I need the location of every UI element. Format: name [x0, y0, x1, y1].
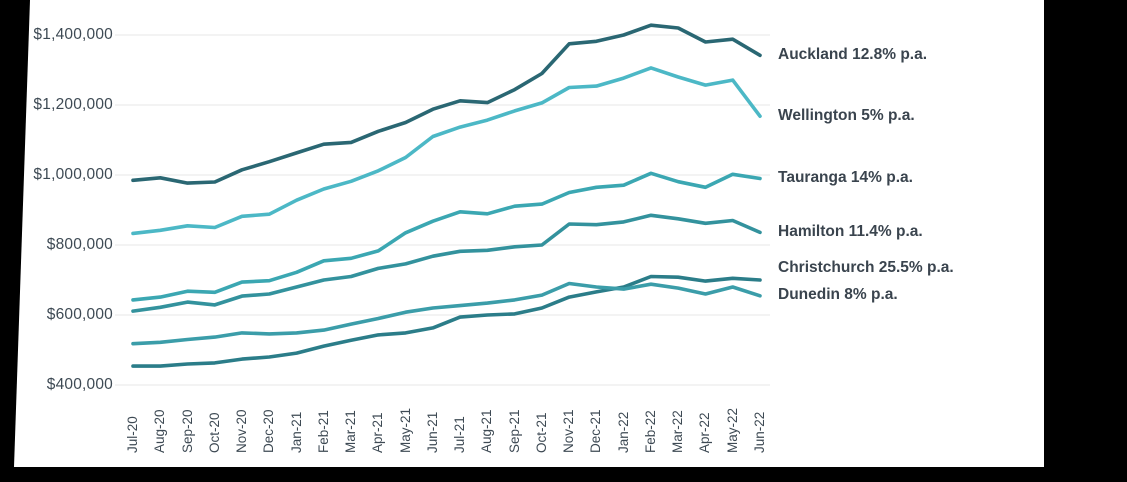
x-axis-label: Nov-21 — [561, 409, 577, 453]
series-line-auckland — [131, 23, 762, 185]
x-axis-label: Jun-21 — [424, 411, 440, 453]
legend-item-hamilton: Hamilton 11.4% p.a. — [778, 222, 923, 240]
series-line-dunedin — [131, 281, 762, 346]
x-axis-label: Nov-20 — [234, 409, 250, 453]
x-axis-label: Feb-21 — [315, 410, 331, 453]
x-axis-label: Dec-21 — [588, 409, 604, 453]
x-axis-label: Oct-20 — [206, 412, 222, 453]
x-axis-label: Feb-22 — [642, 410, 658, 453]
y-axis-label: $1,400,000 — [33, 26, 113, 43]
series-line-tauranga — [131, 171, 762, 302]
x-axis-label: Sep-20 — [179, 409, 195, 453]
y-axis-label: $1,000,000 — [33, 166, 113, 183]
legend-item-dunedin: Dunedin 8% p.a. — [778, 286, 898, 304]
x-axis-label: Dec-20 — [261, 409, 277, 453]
y-axis-label: $1,200,000 — [33, 96, 113, 113]
legend-item-auckland: Auckland 12.8% p.a. — [778, 45, 928, 63]
series-line-hamilton — [131, 213, 762, 313]
x-axis-label: Oct-21 — [533, 412, 549, 453]
y-axis-label: $800,000 — [46, 236, 113, 253]
house-price-line-chart — [115, 23, 770, 386]
x-axis-label: Mar-21 — [343, 410, 359, 453]
x-axis-label: Sep-21 — [506, 409, 522, 453]
legend-item-tauranga: Tauranga 14% p.a. — [778, 169, 913, 186]
series-line-wellington — [131, 66, 762, 236]
series-line-christchurch — [131, 274, 762, 368]
x-axis-label: Jul-21 — [452, 416, 468, 453]
x-axis-label: Aug-20 — [152, 409, 168, 453]
x-axis-label: Aug-21 — [479, 409, 495, 453]
x-axis-label: May-21 — [397, 407, 413, 453]
x-axis-label: Apr-22 — [697, 412, 713, 453]
x-axis-label: Jan-22 — [615, 411, 631, 453]
chart-card: $1,400,000 $1,200,000 $1,000,000 $800,000 $6… — [14, 0, 1044, 467]
legend-item-christchurch: Christchurch 25.5% p.a. — [778, 259, 954, 277]
x-axis-label: Apr-21 — [370, 412, 386, 453]
x-axis-label: Mar-22 — [670, 410, 686, 453]
x-axis-label: Jun-22 — [752, 411, 767, 453]
y-axis-label: $400,000 — [46, 376, 113, 393]
y-axis-label: $600,000 — [46, 306, 113, 323]
x-axis-label: Jul-20 — [125, 416, 140, 453]
x-axis-label: Jan-21 — [288, 411, 304, 453]
x-axis-label: May-22 — [724, 407, 740, 453]
legend-item-wellington: Wellington 5% p.a. — [778, 106, 915, 124]
